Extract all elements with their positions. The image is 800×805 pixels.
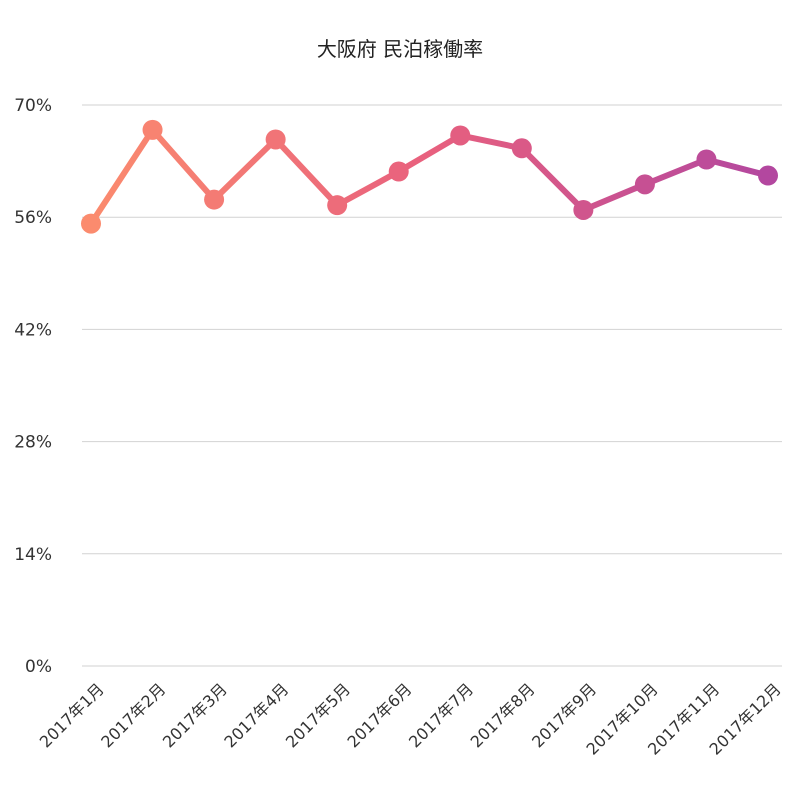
x-tick-label: 2017年6月 (343, 679, 415, 751)
data-points (81, 119, 778, 234)
data-point[interactable] (511, 138, 532, 159)
y-tick-label: 42% (14, 320, 52, 340)
series-line-layer (88, 126, 771, 227)
y-tick-label: 70% (14, 96, 52, 116)
data-point[interactable] (450, 125, 471, 146)
x-tick-label: 2017年5月 (282, 679, 354, 751)
data-point[interactable] (388, 161, 409, 182)
gridlines (82, 104, 782, 667)
y-tick-label: 28% (14, 433, 52, 453)
data-point[interactable] (142, 119, 163, 140)
data-point[interactable] (265, 129, 286, 150)
x-tick-label: 2017年3月 (159, 679, 231, 751)
x-tick-label: 2017年7月 (405, 679, 477, 751)
y-tick-label: 56% (14, 208, 52, 228)
data-point[interactable] (204, 189, 225, 210)
data-point[interactable] (327, 195, 348, 216)
data-point[interactable] (573, 199, 594, 220)
x-tick-label: 2017年1月 (36, 679, 108, 751)
x-tick-label: 2017年4月 (220, 679, 292, 751)
y-tick-label: 0% (25, 657, 52, 677)
data-point[interactable] (696, 149, 717, 170)
y-axis-ticks: 0% 14% 28% 42% 56% 70% (14, 96, 52, 677)
data-point[interactable] (81, 213, 101, 234)
x-tick-label: 2017年8月 (467, 679, 539, 751)
y-tick-label: 14% (14, 545, 52, 565)
data-point[interactable] (634, 174, 655, 195)
data-point[interactable] (758, 165, 778, 186)
series-line (88, 126, 771, 227)
chart-title: 大阪府 民泊稼働率 (317, 37, 483, 61)
x-tick-label: 2017年2月 (97, 679, 169, 751)
x-axis-ticks: 2017年1月2017年2月2017年3月2017年4月2017年5月2017年… (36, 679, 785, 758)
